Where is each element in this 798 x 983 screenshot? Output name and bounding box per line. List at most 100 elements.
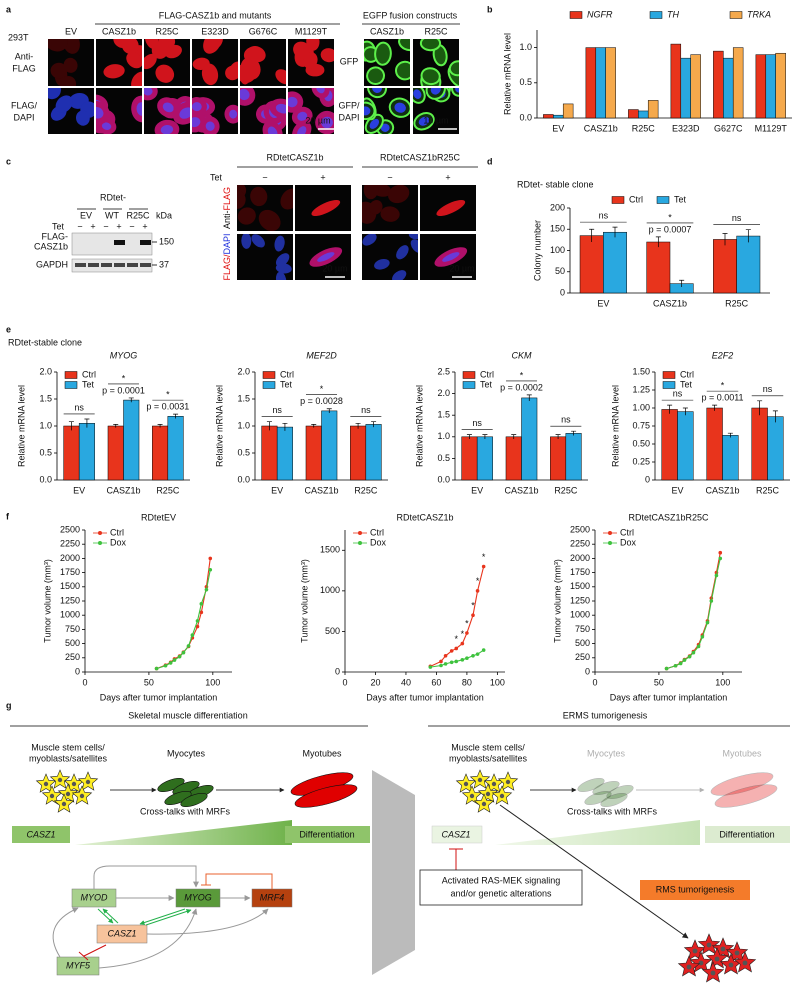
error-bar [113,424,119,428]
y-tick-label: 0.75 [632,420,650,430]
row-label-part: DAPI [222,233,232,254]
y-tick-label: 0.0 [237,474,250,484]
cell [363,185,379,200]
y-tick-label: 1.50 [632,366,650,376]
bar [305,425,322,481]
nucleus [251,234,265,248]
nucleus [229,109,238,119]
nucleus-icon [65,791,71,797]
point [154,666,159,671]
cell [374,41,392,66]
chart-title: E2F2 [712,350,734,360]
gene-label: CASZ1 [441,829,470,839]
nucleus [374,258,390,270]
error-bar [667,404,673,414]
band [101,263,112,267]
y-tick-label: 0.25 [632,456,650,466]
cells [240,46,286,85]
band [140,240,151,245]
error-bar [772,410,778,423]
nucleus [362,234,377,246]
point [465,631,469,635]
point [664,666,669,671]
error-bar [282,422,288,431]
y-tick-label: 1.5 [237,393,250,403]
x-tick-label: CASZ1b [304,485,338,495]
x-tick-label: EV [552,123,564,133]
nucleus [160,124,174,134]
x-axis-label: Days after tumor implantation [610,692,728,702]
cell [395,60,410,81]
gradient-wedge [495,820,700,845]
nucleus-icon [706,942,712,948]
outcome-box [285,826,370,843]
nucleus [297,126,307,134]
cells [436,199,466,217]
significance-label: * [520,370,524,380]
node-label: MYOG [184,892,212,902]
significance-label: * [465,618,469,628]
bar [713,50,724,119]
edge [93,865,199,889]
outcome-box [640,880,750,900]
band-size: 37 [159,259,169,269]
cell [320,48,334,63]
legend-marker [358,531,362,535]
cell [131,71,142,86]
cell [237,207,256,225]
band [88,263,99,267]
cells [237,185,293,231]
panel-title: ERMS tumorigenesis [563,710,648,720]
nucleus [192,102,202,112]
cell [436,199,466,217]
y-tick-label: 750 [575,624,590,634]
x-tick-label: R25C [725,298,749,308]
nucleus-icon [57,777,63,783]
panel-title: Skeletal muscle differentiation [128,710,247,720]
bar [585,47,597,119]
cell-icon [714,784,778,808]
cell [388,185,410,204]
tet-label: Tet [52,221,65,231]
nucleus-icon [698,960,704,966]
error-bar [612,226,618,238]
row-label: Anti-FLAG [222,187,232,229]
bar [670,43,682,119]
legend-label: Tet [480,379,493,389]
point [475,589,480,593]
signal-box [419,869,583,906]
point [678,661,683,666]
error-bar [722,233,728,246]
y-tick-label: 1.0 [519,42,532,52]
edge [139,908,186,925]
bar [543,114,554,119]
cell [380,206,400,222]
legend-label: TH [667,9,679,19]
y-tick-label: 2250 [570,539,590,549]
x-tick-label: 50 [144,677,154,687]
row-label-part: FLAG [222,187,232,211]
stage-label: Muscle stem cells/ [451,742,525,752]
x-tick-label: 80 [462,677,472,687]
error-bar [466,434,472,439]
tet-state: + [445,172,450,182]
point [439,659,443,664]
legend-label: Ctrl [82,369,96,379]
error-bar [712,404,718,411]
bar [261,425,278,481]
nucleus [413,89,422,99]
tet-state: − [129,221,134,231]
bar [276,426,293,481]
y-tick-label: 1.0 [237,420,250,430]
node-label: CASZ1 [107,928,136,938]
x-tick-label: EV [597,298,609,308]
nucleus [418,116,430,126]
legend-label: Tet [82,379,95,389]
panel-title: RDtetCASZ1b [266,152,323,162]
y-tick-label: 1.00 [632,402,650,412]
y-tick-label: 1000 [60,610,80,620]
cell [144,53,157,70]
bar [713,239,737,294]
cells [362,234,418,280]
legend-swatch [662,371,676,379]
